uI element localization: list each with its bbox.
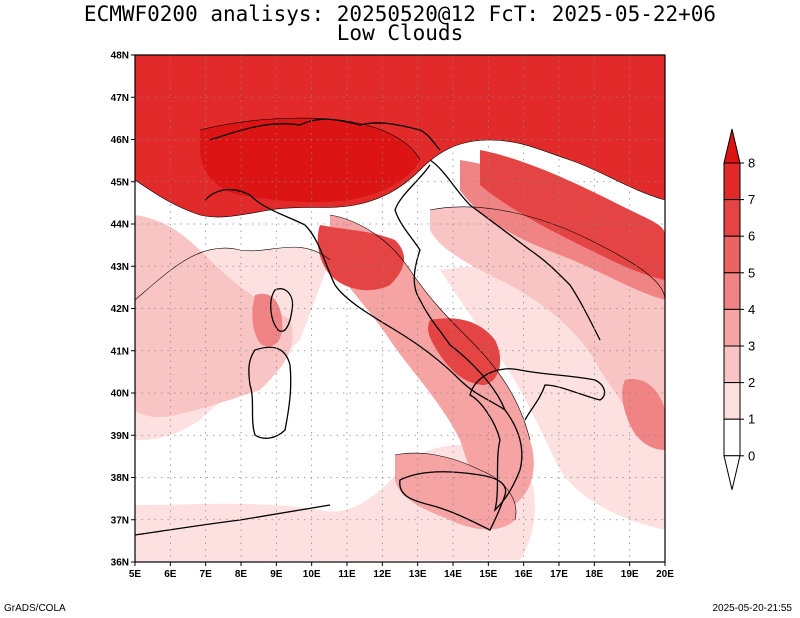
lat-tick-label: 46N [111, 135, 129, 146]
alpine-borders [209, 118, 441, 151]
colorbar-segment [723, 382, 741, 420]
lat-tick-label: 45N [111, 177, 129, 188]
colorbar-label: 3 [748, 339, 755, 354]
lat-tick-label: 48N [111, 51, 129, 62]
colorbar-label: 4 [748, 302, 755, 317]
sardinia-coastline [248, 346, 292, 439]
footer-timestamp: 2025-05-20-21:55 [712, 603, 792, 614]
sicily-coastline [399, 471, 507, 531]
lat-tick-label: 37N [111, 515, 129, 526]
lon-tick-label: 17E [550, 569, 568, 580]
cloud-region-campania [428, 318, 501, 385]
colorbar-label: 7 [748, 192, 755, 207]
lon-tick-label: 16E [515, 569, 533, 580]
lon-tick-label: 9E [270, 569, 283, 580]
colorbar-arrow-top [723, 128, 741, 164]
footer-credit: GrADS/COLA [4, 603, 66, 614]
lon-tick-label: 15E [479, 569, 497, 580]
colorbar-segment [723, 418, 741, 457]
lon-tick-label: 12E [373, 569, 391, 580]
cloud-region-tuscany [317, 225, 405, 291]
colorbar-segment [723, 235, 741, 274]
cloud-region-sardinia [252, 293, 283, 347]
lon-tick-label: 6E [164, 569, 177, 580]
balkan-coastline [429, 159, 601, 341]
colorbar-label: 2 [748, 375, 755, 390]
coastline [135, 118, 606, 536]
lat-tick-label: 39N [111, 431, 129, 442]
colorbar-label: 5 [748, 265, 755, 280]
lat-tick-label: 44N [111, 220, 129, 231]
axis-ticks: 5E 6E 7E 8E 9E 10E 11E 12E 13E 14E 15E 16E 17E 18E 19E… [111, 51, 675, 581]
cloud-region-apennines [330, 215, 534, 510]
colorbar-label: 1 [748, 412, 755, 427]
lon-tick-label: 13E [409, 569, 427, 580]
colorbar-segment [723, 162, 741, 201]
map-title: ECMWF0200 analisys: 20250520@12 FcT: 202… [83, 2, 717, 26]
lon-tick-label: 10E [303, 569, 321, 580]
lon-tick-label: 8E [235, 569, 248, 580]
lon-tick-label: 5E [129, 569, 142, 580]
graticule [135, 55, 665, 562]
lat-tick-label: 42N [111, 304, 129, 315]
cloud-field [135, 55, 665, 562]
lon-tick-label: 14E [444, 569, 462, 580]
lon-tick-label: 11E [338, 569, 356, 580]
lon-tick-label: 19E [621, 569, 639, 580]
colorbar-label: 8 [748, 156, 755, 171]
lon-tick-label: 7E [200, 569, 213, 580]
lat-tick-label: 41N [111, 346, 129, 357]
colorbar: 0 1 2 3 4 5 6 7 8 [723, 128, 755, 490]
lat-tick-label: 47N [111, 93, 129, 104]
map-frame [134, 54, 666, 563]
corsica-coastline [270, 288, 294, 332]
colorbar-segment [723, 345, 741, 384]
cloud-region-2-west [135, 215, 293, 418]
map-subtitle: Low Clouds [336, 21, 464, 45]
lat-tick-label: 40N [111, 389, 129, 400]
italy-coastline [204, 164, 606, 513]
lat-tick-label: 43N [111, 262, 129, 273]
colorbar-segment [723, 308, 741, 347]
cloud-region-ionian [622, 379, 665, 450]
cloud-region-east-coast [480, 150, 665, 280]
colorbar-segment [723, 199, 741, 237]
lat-tick-label: 36N [111, 558, 129, 569]
lon-tick-label: 18E [585, 569, 603, 580]
colorbar-segment [723, 272, 741, 310]
colorbar-label: 0 [748, 448, 755, 463]
colorbar-label: 6 [748, 229, 755, 244]
lat-tick-label: 38N [111, 473, 129, 484]
colorbar-arrow-bottom [723, 455, 741, 490]
cloud-region-po-valley [200, 118, 420, 203]
lon-tick-label: 20E [656, 569, 674, 580]
